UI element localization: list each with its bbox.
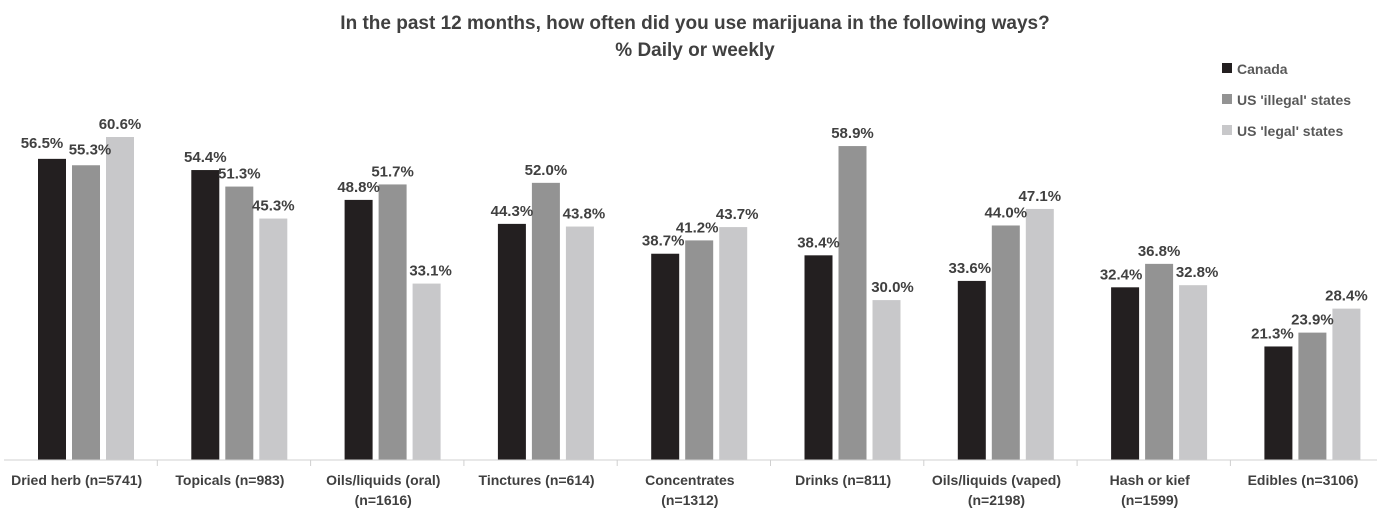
bar-5-0 [804,255,833,460]
bar-4-1 [685,240,714,460]
value-label-3-2: 43.8% [563,206,606,223]
bar-8-2 [1332,308,1361,460]
value-label-1-0: 54.4% [184,149,227,166]
value-label-5-2: 30.0% [871,279,914,296]
value-label-8-0: 21.3% [1251,325,1294,342]
category-label-6: Oils/liquids (vaped) [932,472,1061,488]
category-label-3: Tinctures (n=614) [479,472,595,488]
bar-2-0 [344,199,373,460]
bar-4-0 [651,253,680,460]
value-label-0-0: 56.5% [21,135,64,152]
value-label-0-1: 55.3% [69,141,112,158]
bar-8-0 [1264,346,1293,460]
bar-2-1 [378,184,407,460]
category-label-5: Drinks (n=811) [795,472,891,488]
legend-label-2: US 'legal' states [1237,123,1343,139]
bar-3-0 [497,223,526,460]
value-label-3-0: 44.3% [491,203,534,220]
bar-2-2 [412,283,441,460]
legend-swatch-0 [1222,63,1232,73]
value-label-5-1: 58.9% [831,125,874,142]
category-labels-group: Dried herb (n=5741) Topicals (n=983) Oils/… [11,460,1358,508]
category-label-2: Oils/liquids (oral) [326,472,440,488]
bar-8-1 [1298,332,1327,460]
bar-7-1 [1145,263,1174,460]
value-label-4-0: 38.7% [642,233,685,250]
category-label-0: Dried herb (n=5741) [11,472,142,488]
bar-6-0 [957,280,986,460]
chart-title: In the past 12 months, how often did you… [340,13,1049,34]
category-label-4-line2: (n=1312) [661,492,718,508]
legend-label-0: Canada [1237,61,1288,77]
value-label-3-1: 52.0% [525,162,568,179]
value-label-5-0: 38.4% [797,234,840,251]
category-label-7-line2: (n=1599) [1121,492,1178,508]
value-label-2-0: 48.8% [337,179,380,196]
bars-group [38,137,1361,461]
category-label-6-line2: (n=2198) [968,492,1025,508]
legend-swatch-2 [1222,125,1232,135]
bar-0-2 [106,137,134,460]
value-label-6-0: 33.6% [949,260,992,277]
bar-0-1 [72,165,100,460]
value-label-7-0: 32.4% [1100,266,1143,283]
bar-1-2 [259,218,288,460]
value-label-8-1: 23.9% [1291,312,1334,329]
value-labels-group: 56.5% 55.3% 60.6% 54.4%51.3% 45.3% 48.8%51.7%… [21,116,1368,342]
category-label-7: Hash or kief [1110,472,1190,488]
bar-7-2 [1179,285,1208,460]
value-label-8-2: 28.4% [1325,288,1368,305]
bar-6-1 [991,225,1020,460]
category-label-2-line2: (n=1616) [355,492,412,508]
bar-1-0 [191,170,220,460]
bar-0-0 [38,158,66,461]
value-label-4-2: 43.7% [716,206,759,223]
value-label-4-1: 41.2% [676,219,719,236]
value-label-7-2: 32.8% [1176,264,1219,281]
bar-3-2 [565,226,594,460]
value-label-6-1: 44.0% [985,204,1028,221]
bar-5-1 [838,146,867,461]
category-label-8: Edibles (n=3106) [1248,472,1359,488]
value-label-7-1: 36.8% [1138,243,1181,260]
legend-swatch-1 [1222,94,1232,104]
value-label-2-1: 51.7% [371,163,414,180]
legend-label-1: US 'illegal' states [1237,92,1351,108]
value-label-1-2: 45.3% [252,198,295,215]
value-label-0-2: 60.6% [99,116,142,133]
value-label-2-2: 33.1% [409,263,452,280]
value-label-6-2: 47.1% [1019,188,1062,205]
bar-5-2 [872,300,901,460]
bar-1-1 [225,186,254,461]
category-label-1: Topicals (n=983) [175,472,284,488]
bar-3-1 [531,182,560,460]
bar-7-0 [1111,287,1140,460]
category-label-4: Concentrates [645,472,735,488]
bar-4-2 [719,227,748,460]
legend: Canada US 'illegal' states US 'legal' stat… [1222,61,1351,139]
value-label-1-1: 51.3% [218,166,261,183]
chart-subtitle: % Daily or weekly [615,40,775,61]
bar-6-2 [1025,208,1054,460]
